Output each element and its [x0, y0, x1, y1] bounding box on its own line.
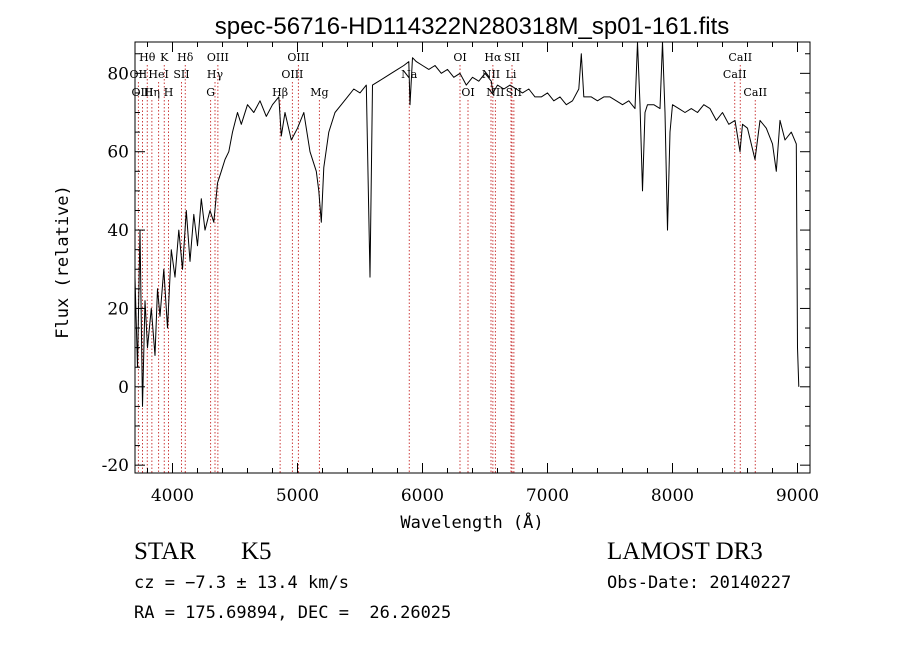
x-axis: 4000 5000 6000 7000 8000 9000 [147, 42, 819, 506]
emission-line-markers [137, 65, 756, 473]
line-marker-label: Hγ [207, 68, 224, 81]
line-marker-label: SII [173, 68, 189, 81]
line-marker-label: K [160, 51, 169, 64]
line-marker-label: HeI [148, 68, 168, 81]
y-tick-label: -20 [102, 456, 129, 476]
y-axis-label: Flux (relative) [53, 185, 73, 339]
spectral-subclass: K5 [241, 538, 272, 565]
line-marker-label: CaII [723, 68, 747, 81]
spectrum-line [134, 41, 800, 407]
line-marker-label: Hβ [272, 86, 288, 99]
line-marker-label: OII [130, 68, 148, 81]
x-tick-label: 4000 [151, 486, 194, 506]
y-tick-label: 40 [107, 221, 129, 241]
line-marker-label: SII [504, 51, 520, 64]
x-tick-label: 6000 [401, 486, 444, 506]
survey-name: LAMOST DR3 [607, 538, 763, 565]
x-tick-label: 8000 [651, 486, 694, 506]
line-marker-label: G [206, 86, 215, 99]
line-marker-label: OI [453, 51, 466, 64]
plot-frame [134, 41, 811, 474]
line-marker-label: Li [506, 68, 517, 81]
coordinates: RA = 175.69894, DEC = 26.26025 [134, 603, 452, 623]
line-marker-label: NII [482, 68, 500, 81]
y-tick-label: 80 [107, 64, 129, 84]
line-marker-label: OIII [207, 51, 229, 64]
x-tick-label: 7000 [526, 486, 569, 506]
line-marker-label: Hη [144, 86, 160, 99]
line-marker-label: Hδ [177, 51, 194, 64]
y-tick-label: 60 [107, 143, 129, 163]
line-marker-label: OIII [281, 68, 303, 81]
line-marker-label: OIII [131, 86, 153, 99]
line-marker-label: Hα [484, 51, 502, 64]
object-class: STAR [134, 538, 196, 565]
line-marker-label: Hθ [139, 51, 156, 64]
line-marker-label: OI [461, 86, 474, 99]
line-marker-label: Mg [310, 86, 328, 99]
y-tick-label: 20 [107, 299, 129, 319]
obs-date: Obs-Date: 20140227 [607, 573, 792, 593]
line-marker-label: H [164, 86, 174, 99]
y-tick-label: 0 [118, 378, 129, 398]
redshift-value: cz = −7.3 ± 13.4 km/s [134, 573, 349, 593]
line-marker-label: OIII [287, 51, 309, 64]
x-tick-label: 5000 [276, 486, 319, 506]
x-axis-label: Wavelength (Å) [400, 511, 543, 533]
x-tick-label: 9000 [776, 486, 819, 506]
line-marker-label: NII [486, 86, 504, 99]
chart-title: spec-56716-HD114322N280318M_sp01-161.fit… [215, 13, 730, 40]
line-marker-label: SII [506, 86, 522, 99]
line-marker-label: CaII [728, 51, 752, 64]
line-marker-label: CaII [743, 86, 767, 99]
y-axis: -20 0 20 40 60 80 [102, 53, 810, 476]
